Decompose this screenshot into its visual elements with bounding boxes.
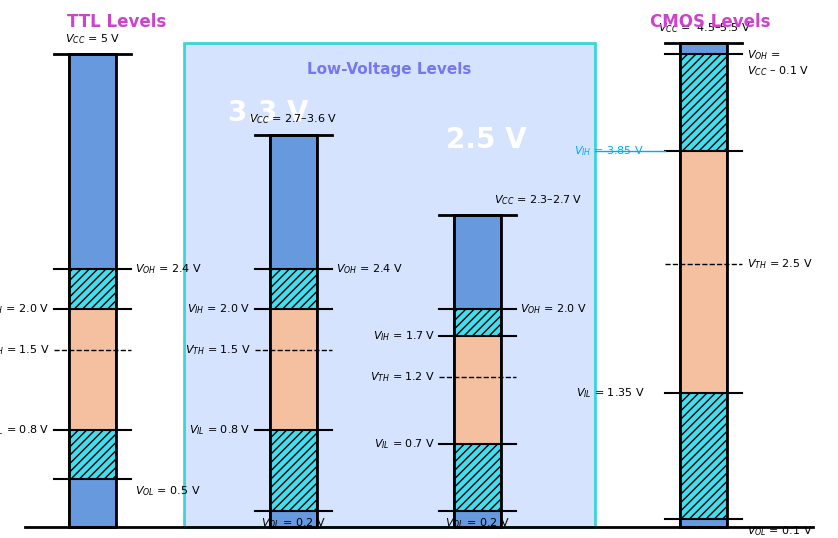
Bar [69, 54, 116, 527]
Bar [454, 336, 501, 444]
Bar [69, 269, 116, 309]
Bar [69, 309, 116, 430]
Bar [680, 54, 727, 151]
Text: $V_{IL}$ = 1.35 V: $V_{IL}$ = 1.35 V [576, 386, 644, 400]
Text: $V_{OH}$ =
$V_{CC}$ – 0.1 V: $V_{OH}$ = $V_{CC}$ – 0.1 V [747, 48, 809, 79]
Text: $V_{IH}$ = 2.0 V: $V_{IH}$ = 2.0 V [0, 302, 49, 316]
Bar [184, 43, 595, 527]
Text: $V_{TH}$ = 2.5 V: $V_{TH}$ = 2.5 V [747, 257, 812, 271]
Text: $V_{CC}$ = 2.3–2.7 V: $V_{CC}$ = 2.3–2.7 V [494, 193, 582, 207]
Bar [69, 430, 116, 479]
Text: 3.3 V: 3.3 V [228, 99, 308, 127]
Text: Low-Voltage Levels: Low-Voltage Levels [308, 62, 472, 77]
Bar [454, 511, 501, 527]
Bar [270, 430, 317, 511]
Text: $V_{OL}$ = 0.2 V: $V_{OL}$ = 0.2 V [261, 516, 326, 530]
Bar [680, 43, 727, 54]
Text: $V_{CC}$ = 5 V: $V_{CC}$ = 5 V [65, 32, 120, 46]
Text: $V_{IH}$ = 1.7 V: $V_{IH}$ = 1.7 V [373, 329, 435, 343]
Text: $V_{OH}$ = 2.4 V: $V_{OH}$ = 2.4 V [336, 262, 403, 276]
Text: $V_{IL}$ = 0.8 V: $V_{IL}$ = 0.8 V [189, 423, 251, 437]
Text: $V_{OL}$ = 0.1 V: $V_{OL}$ = 0.1 V [747, 525, 812, 538]
Bar [454, 215, 501, 527]
Bar [69, 54, 116, 269]
Bar [270, 511, 317, 527]
Text: CMOS Levels: CMOS Levels [650, 12, 771, 31]
Text: $V_{TH}$ = 1.5 V: $V_{TH}$ = 1.5 V [0, 343, 49, 357]
Text: $V_{OH}$ = 2.0 V: $V_{OH}$ = 2.0 V [520, 302, 587, 316]
Bar [454, 444, 501, 511]
Text: $V_{CC}$ =  4.5–5.5 V: $V_{CC}$ = 4.5–5.5 V [658, 21, 750, 35]
Text: $V_{IL}$ = 0.8 V: $V_{IL}$ = 0.8 V [0, 423, 49, 437]
Bar [680, 43, 727, 527]
Text: $V_{TH}$ = 1.2 V: $V_{TH}$ = 1.2 V [370, 370, 435, 384]
Bar [680, 393, 727, 519]
Text: $V_{CC}$ = 2.7–3.6 V: $V_{CC}$ = 2.7–3.6 V [249, 112, 338, 126]
Text: $V_{IH}$ = 3.85 V: $V_{IH}$ = 3.85 V [574, 144, 644, 158]
Text: $V_{OL}$ = 0.2 V: $V_{OL}$ = 0.2 V [445, 516, 510, 530]
Bar [270, 309, 317, 430]
Bar [680, 519, 727, 527]
Bar [454, 309, 501, 336]
Text: $V_{IL}$ = 0.7 V: $V_{IL}$ = 0.7 V [374, 437, 435, 451]
Bar [69, 479, 116, 527]
Text: $V_{OL}$ = 0.5 V: $V_{OL}$ = 0.5 V [135, 484, 200, 498]
Text: $V_{TH}$ = 1.5 V: $V_{TH}$ = 1.5 V [185, 343, 251, 357]
Bar [270, 269, 317, 309]
Text: 2.5 V: 2.5 V [446, 126, 526, 154]
Bar [270, 134, 317, 269]
Text: $V_{OH}$ = 2.4 V: $V_{OH}$ = 2.4 V [135, 262, 202, 276]
Text: TTL Levels: TTL Levels [67, 12, 166, 31]
Text: $V_{IH}$ = 2.0 V: $V_{IH}$ = 2.0 V [188, 302, 251, 316]
Bar [454, 215, 501, 309]
Bar [680, 151, 727, 393]
Bar [270, 134, 317, 527]
